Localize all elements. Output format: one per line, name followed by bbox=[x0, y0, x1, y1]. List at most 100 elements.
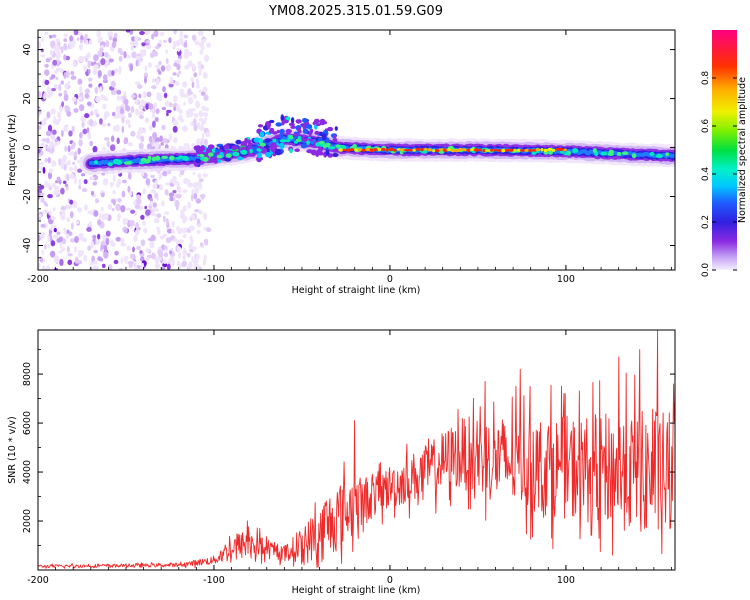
noise-speckle bbox=[81, 187, 88, 193]
noise-speckle bbox=[161, 266, 166, 270]
noise-speckle bbox=[112, 200, 116, 206]
noise-speckle bbox=[117, 213, 121, 220]
x-tick-label: -100 bbox=[203, 274, 225, 285]
ridge-blob bbox=[280, 114, 285, 122]
noise-speckle bbox=[154, 217, 159, 223]
colorbar-tick-label: 0.0 bbox=[701, 263, 711, 278]
noise-speckle bbox=[73, 108, 79, 113]
ridge-nodule bbox=[563, 152, 570, 156]
noise-speckle bbox=[53, 189, 60, 196]
noise-speckle bbox=[93, 54, 99, 62]
noise-speckle bbox=[51, 224, 57, 229]
ridge-nodule bbox=[608, 149, 614, 155]
ridge-blob bbox=[302, 117, 308, 123]
noise-speckle bbox=[140, 50, 145, 58]
noise-speckle bbox=[81, 121, 85, 128]
noise-speckle bbox=[176, 63, 181, 71]
noise-speckle bbox=[53, 116, 56, 122]
noise-speckle bbox=[147, 62, 153, 68]
ridge-nodule bbox=[147, 155, 152, 160]
noise-speckle bbox=[203, 112, 209, 117]
ridge-blob bbox=[314, 130, 320, 135]
noise-speckle bbox=[151, 33, 155, 40]
ridge-nodule bbox=[115, 160, 121, 165]
noise-speckle bbox=[150, 189, 157, 194]
noise-speckle bbox=[145, 117, 150, 124]
peak-amplitude-mark bbox=[358, 148, 362, 152]
peak-amplitude-mark bbox=[516, 148, 521, 152]
noise-speckle bbox=[169, 196, 174, 202]
ridge-nodule bbox=[649, 152, 655, 156]
noise-speckle bbox=[69, 238, 76, 243]
noise-speckle bbox=[42, 166, 46, 174]
noise-speckle bbox=[179, 109, 183, 115]
peak-amplitude-mark bbox=[559, 147, 564, 152]
noise-speckle bbox=[93, 64, 99, 70]
noise-speckle bbox=[130, 94, 136, 99]
noise-speckle bbox=[202, 86, 208, 93]
noise-speckle bbox=[205, 227, 212, 233]
noise-speckle bbox=[172, 41, 177, 49]
noise-speckle bbox=[58, 105, 62, 110]
noise-speckle bbox=[63, 164, 67, 171]
noise-speckle bbox=[58, 236, 63, 243]
noise-speckle bbox=[105, 230, 111, 237]
noise-speckle bbox=[192, 171, 196, 175]
noise-speckle bbox=[49, 227, 53, 231]
noise-speckle bbox=[58, 92, 62, 97]
noise-speckle bbox=[158, 70, 162, 75]
noise-speckle bbox=[182, 189, 188, 194]
noise-speckle bbox=[120, 237, 125, 245]
noise-speckle bbox=[54, 44, 60, 52]
noise-speckle bbox=[52, 234, 59, 239]
noise-speckle bbox=[184, 48, 189, 54]
noise-speckle bbox=[177, 186, 182, 192]
noise-speckle bbox=[79, 132, 83, 139]
noise-speckle bbox=[173, 106, 177, 111]
noise-speckle bbox=[121, 117, 125, 124]
noise-speckle bbox=[159, 135, 164, 142]
noise-speckle bbox=[48, 34, 53, 39]
ridge-blob bbox=[274, 135, 279, 139]
peak-amplitude-mark bbox=[485, 149, 491, 152]
noise-speckle bbox=[169, 76, 174, 85]
noise-speckle bbox=[187, 96, 194, 105]
noise-speckle bbox=[116, 137, 120, 145]
noise-speckle bbox=[64, 83, 69, 90]
noise-speckle bbox=[67, 160, 71, 164]
noise-speckle bbox=[67, 145, 71, 153]
noise-speckle bbox=[125, 207, 132, 211]
ridge-blob bbox=[274, 148, 282, 156]
noise-speckle bbox=[97, 256, 102, 261]
noise-speckle bbox=[192, 63, 196, 71]
noise-speckle bbox=[162, 86, 166, 93]
noise-speckle bbox=[40, 223, 46, 228]
noise-speckle bbox=[203, 254, 207, 261]
colorbar: 0.0 0.2 0.4 0.6 0.8 Normalized spectral ampl… bbox=[701, 30, 748, 277]
noise-speckle bbox=[63, 227, 67, 233]
noise-speckle bbox=[183, 42, 188, 48]
noise-speckle bbox=[50, 250, 55, 257]
y-tick-label: -20 bbox=[22, 189, 33, 205]
noise-speckle bbox=[198, 210, 203, 215]
ridge-nodule bbox=[154, 155, 161, 161]
noise-speckle bbox=[51, 74, 56, 79]
peak-amplitude-mark bbox=[427, 148, 433, 152]
noise-speckle bbox=[83, 254, 88, 262]
noise-speckle bbox=[38, 148, 41, 154]
peak-amplitude-mark bbox=[388, 147, 394, 152]
ridge-nodule bbox=[352, 144, 358, 149]
peak-amplitude-mark bbox=[393, 149, 397, 152]
noise-speckle bbox=[54, 138, 58, 143]
noise-speckle bbox=[178, 239, 184, 244]
ridge-blob bbox=[193, 145, 200, 151]
noise-speckle bbox=[108, 58, 114, 63]
colorbar-label: Normalized spectral amplitude bbox=[737, 77, 748, 223]
ridge-nodule bbox=[297, 136, 302, 141]
noise-speckle bbox=[188, 225, 195, 231]
noise-speckle bbox=[62, 180, 67, 184]
ridge-nodule bbox=[240, 149, 248, 155]
noise-speckle bbox=[182, 233, 187, 239]
noise-speckle bbox=[92, 234, 97, 240]
noise-speckle bbox=[140, 239, 146, 247]
